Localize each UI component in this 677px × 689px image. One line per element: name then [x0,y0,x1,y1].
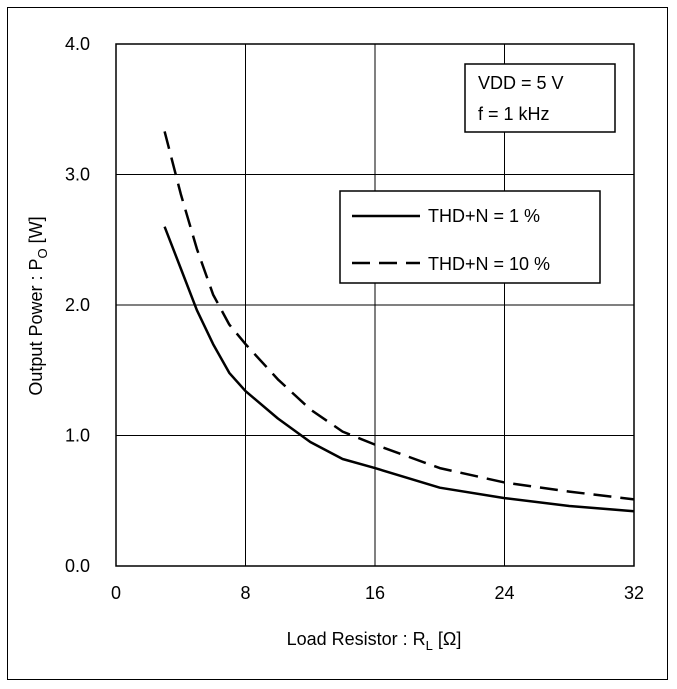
plot-area-border [115,43,635,567]
y-tick-label: 3.0 [65,165,90,185]
grid-lines [116,44,634,566]
tick-labels: 0 8 16 24 32 0.0 1.0 2.0 3.0 4.0 [65,34,644,603]
x-tick-label: 8 [240,583,250,603]
x-tick-label: 24 [494,583,514,603]
legend: THD+N = 1 % THD+N = 10 % [339,190,601,284]
x-tick-label: 0 [111,583,121,603]
y-tick-label: 2.0 [65,295,90,315]
legend-label-series-1: THD+N = 1 % [428,206,540,226]
series-line-2 [163,131,635,501]
y-axis-label: Output Power : PO [W] [26,216,50,395]
series-layer [163,131,635,513]
y-tick-label: 0.0 [65,556,90,576]
y-tick-label: 1.0 [65,426,90,446]
series-line-1 [163,226,635,513]
legend-label-series-2: THD+N = 10 % [428,254,550,274]
x-axis-label: Load Resistor : RL [Ω] [287,629,462,653]
x-tick-label: 16 [365,583,385,603]
x-tick-label: 32 [624,583,644,603]
y-tick-label: 4.0 [65,34,90,54]
condition-frequency: f = 1 kHz [478,104,550,124]
conditions-box: VDD = 5 V f = 1 kHz [464,63,616,133]
condition-vdd: VDD = 5 V [478,73,564,93]
chart-frame [7,7,668,680]
